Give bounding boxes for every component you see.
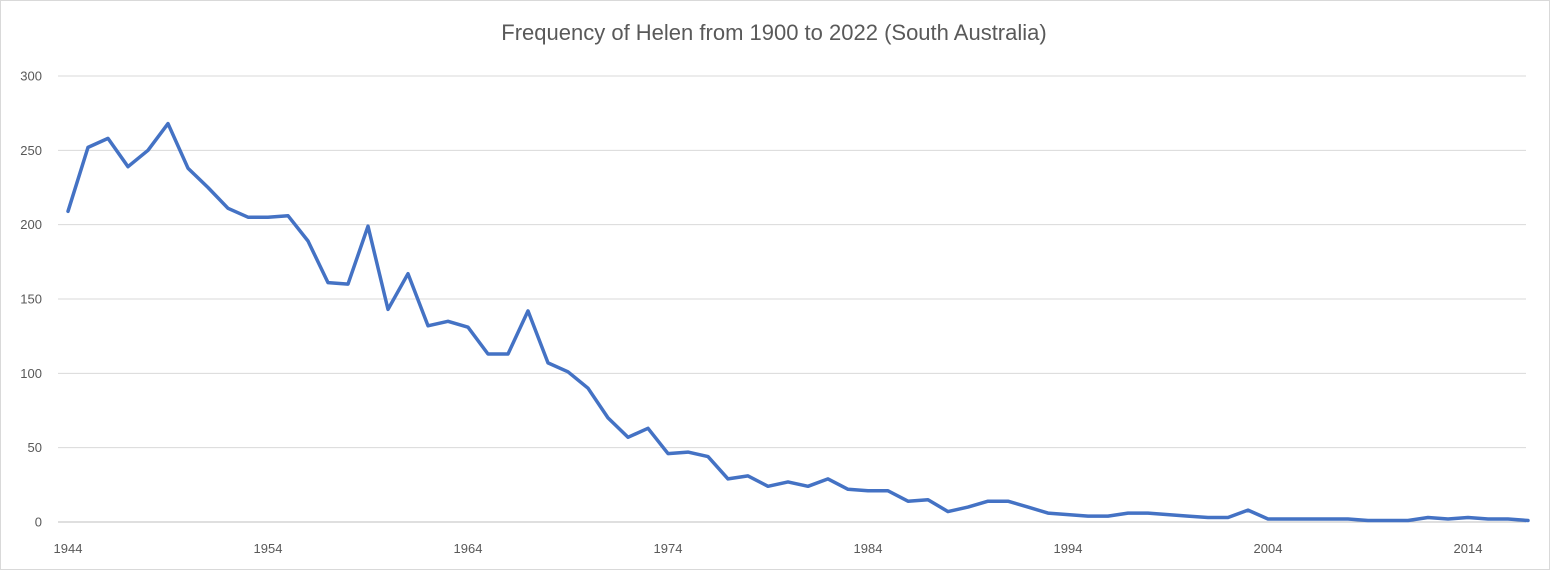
y-tick-label: 100 — [20, 366, 42, 381]
x-tick-labels: 1944 1954 1964 1974 1984 1994 2004 2014 — [54, 541, 1483, 556]
x-tick-label: 1994 — [1054, 541, 1083, 556]
y-tick-label: 50 — [28, 440, 42, 455]
y-tick-label: 150 — [20, 292, 42, 307]
x-tick-label: 2004 — [1254, 541, 1283, 556]
gridlines — [58, 75, 1526, 523]
series-layer — [66, 121, 1530, 523]
x-tick-label: 1944 — [54, 541, 83, 556]
x-tick-label: 1974 — [654, 541, 683, 556]
y-tick-label: 300 — [20, 69, 42, 84]
series-line — [66, 121, 1530, 523]
x-tick-label: 1954 — [254, 541, 283, 556]
y-tick-label: 0 — [35, 515, 42, 530]
x-tick-label: 2014 — [1454, 541, 1483, 556]
x-tick-label: 1984 — [854, 541, 883, 556]
y-tick-label: 250 — [20, 143, 42, 158]
x-tick-label: 1964 — [454, 541, 483, 556]
y-tick-labels: 0 50 100 150 200 250 300 — [20, 69, 42, 530]
y-tick-label: 200 — [20, 217, 42, 232]
chart-title: Frequency of Helen from 1900 to 2022 (So… — [501, 20, 1047, 45]
